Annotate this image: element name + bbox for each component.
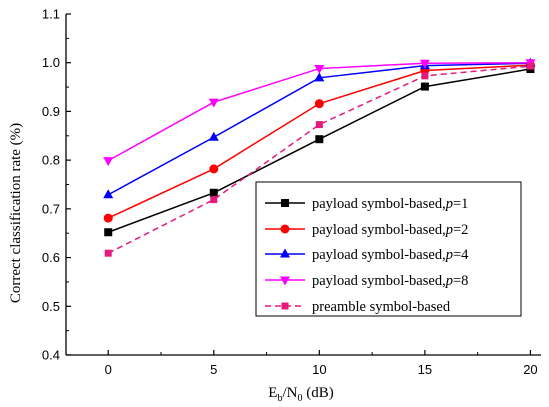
- legend-marker-3: [280, 248, 290, 258]
- legend-label-1: payload symbol-based,p=1: [312, 196, 468, 212]
- series-5-point: [104, 249, 112, 257]
- series-2-point: [209, 164, 219, 174]
- legend-label-5: preamble symbol-based: [312, 299, 451, 315]
- series-3-line: [107, 62, 531, 196]
- series-5: [104, 62, 534, 257]
- y-tick-label: 0.6: [42, 250, 60, 265]
- x-tick-label: 20: [523, 362, 537, 377]
- x-tick-label: 0: [105, 362, 112, 377]
- legend-marker-4: [280, 276, 290, 286]
- x-tick-label: 15: [418, 362, 432, 377]
- y-tick-label: 0.8: [42, 153, 60, 168]
- series-1-point: [315, 135, 324, 144]
- legend-marker-5: [281, 302, 289, 310]
- y-tick-label: 1.0: [42, 55, 60, 70]
- series-4-point: [103, 157, 114, 167]
- y-tick-label: 0.9: [42, 104, 60, 119]
- series-5-point: [315, 121, 323, 129]
- series-3-point: [314, 72, 325, 82]
- x-tick-label: 5: [210, 362, 217, 377]
- legend-label-4: payload symbol-based,p=8: [312, 273, 468, 289]
- series-1-point: [420, 82, 429, 91]
- x-axis-label-main: E: [268, 385, 277, 401]
- series-3-point: [103, 189, 114, 199]
- y-tick-label: 0.4: [42, 348, 60, 363]
- x-axis-label-tail: (dB): [302, 385, 333, 401]
- legend-marker-1: [281, 199, 289, 207]
- x-axis-label-sub-0: 0: [297, 393, 302, 404]
- x-axis-label-sub-b: b: [277, 393, 282, 404]
- series-5-point: [526, 62, 534, 70]
- x-axis-label-mid: /N: [282, 385, 297, 401]
- series-3-point: [208, 131, 219, 141]
- series-2-point: [314, 99, 324, 109]
- legend-box: [255, 181, 522, 317]
- y-tick-label: 0.7: [42, 201, 60, 216]
- series-2-point: [103, 213, 113, 223]
- series-layer: [103, 57, 536, 257]
- y-tick-label: 1.1: [42, 7, 60, 22]
- series-1-point: [104, 228, 113, 237]
- legend-marker-2: [280, 224, 290, 234]
- y-axis-label: Correct classification rate (%): [8, 123, 24, 303]
- series-1-point: [209, 188, 218, 197]
- legend: payload symbol-based,p=1 payload symbol-b…: [255, 181, 522, 317]
- series-4-point: [208, 98, 219, 108]
- legend-label-2: payload symbol-based,p=2: [312, 222, 468, 238]
- axes: 0.4 0.5 0.6 0.7 0.8 0.9 1.0 1.1 0 5 10 15 20: [42, 7, 541, 377]
- y-tick-label: 0.5: [42, 299, 60, 314]
- legend-label-3: payload symbol-based,p=4: [312, 247, 469, 263]
- series-5-point: [210, 196, 218, 204]
- series-4-point: [314, 65, 325, 75]
- series-5-point: [421, 72, 429, 80]
- x-tick-label: 10: [312, 362, 326, 377]
- series-4-point: [419, 59, 430, 69]
- x-axis-label: Eb/N0 (dB): [268, 385, 333, 404]
